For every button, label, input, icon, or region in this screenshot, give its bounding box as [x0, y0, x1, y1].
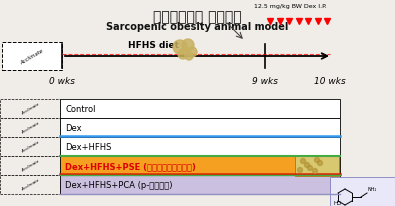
Circle shape — [307, 166, 312, 171]
Text: Dex+HFHS: Dex+HFHS — [65, 142, 111, 151]
Circle shape — [187, 48, 197, 58]
FancyBboxPatch shape — [330, 177, 395, 206]
Bar — [60, 137, 340, 156]
Text: Acclimate: Acclimate — [20, 178, 40, 191]
FancyBboxPatch shape — [295, 155, 339, 176]
Text: HO: HO — [333, 200, 341, 206]
Text: HFHS diet: HFHS diet — [128, 41, 179, 50]
Bar — [60, 156, 340, 175]
Text: 9 wks: 9 wks — [252, 77, 278, 85]
Circle shape — [318, 161, 322, 166]
Bar — [60, 118, 340, 137]
Circle shape — [297, 168, 303, 173]
Bar — [60, 175, 340, 194]
Bar — [2, 43, 62, 71]
Bar — [0, 137, 60, 156]
Circle shape — [312, 169, 318, 174]
Text: Dex+HFHS+PCA (p-쿠마린산): Dex+HFHS+PCA (p-쿠마린산) — [65, 180, 173, 189]
Circle shape — [305, 163, 310, 168]
Text: Dex+HFHS+PSE (우도땅콩새싹추출물): Dex+HFHS+PSE (우도땅콩새싹추출물) — [65, 161, 196, 170]
Bar — [0, 175, 60, 194]
Circle shape — [185, 53, 193, 61]
Text: 10 wks: 10 wks — [314, 77, 346, 85]
Bar — [0, 99, 60, 118]
Text: Sarcopenic obesity animal model: Sarcopenic obesity animal model — [106, 22, 288, 32]
Text: Dex: Dex — [65, 123, 82, 132]
Text: Acclimate: Acclimate — [19, 48, 45, 65]
Text: Acclimate: Acclimate — [20, 140, 40, 153]
Circle shape — [301, 159, 305, 164]
Text: 12.5 mg/kg BW Dex I.P.: 12.5 mg/kg BW Dex I.P. — [254, 4, 326, 9]
Text: 근감소성비만 동물모델: 근감소성비만 동물모델 — [153, 10, 241, 24]
Circle shape — [182, 40, 194, 52]
Bar — [0, 118, 60, 137]
Circle shape — [314, 158, 320, 163]
Text: Acclimate: Acclimate — [20, 159, 40, 172]
Circle shape — [178, 50, 188, 60]
Text: Acclimate: Acclimate — [20, 121, 40, 135]
Bar — [0, 156, 60, 175]
Text: Acclimate: Acclimate — [20, 102, 40, 116]
Circle shape — [173, 41, 187, 55]
Text: 0 wks: 0 wks — [49, 77, 75, 85]
Bar — [60, 99, 340, 118]
Text: NH₂: NH₂ — [368, 186, 377, 191]
Text: Control: Control — [65, 104, 96, 114]
